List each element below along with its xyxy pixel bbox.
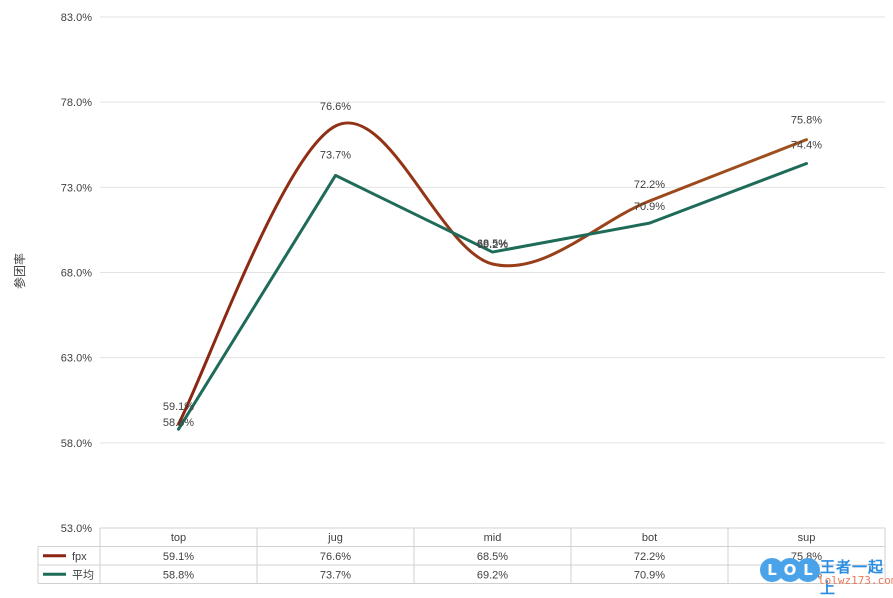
table-cell: 76.6% [320,551,351,563]
table-cell: 73.7% [320,569,351,581]
series-lines [177,121,808,431]
table-cell: 58.8% [163,569,194,581]
y-tick-label: 68.0% [61,268,92,280]
series-line [177,161,808,431]
legend-label: fpx [72,551,87,563]
watermark-text: 王者一起上 [820,558,885,597]
watermark-url: lolwz173.com [818,574,893,587]
watermark-letter: L [796,558,820,582]
data-label: 59.1% [163,401,194,413]
table-header-cell: top [171,532,186,544]
data-label: 73.7% [320,149,351,161]
table-cell: 59.1% [163,551,194,563]
gridlines [100,16,885,529]
y-tick-label: 73.0% [61,182,92,194]
table-header-cell: mid [484,532,502,544]
data-label: 58.8% [163,417,194,429]
data-label: 72.2% [634,179,665,191]
data-label: 70.9% [634,201,665,213]
table-cell: 69.2% [477,569,508,581]
y-tick-label: 63.0% [61,353,92,365]
table-cell: 68.5% [477,551,508,563]
table-cell: 70.9% [634,569,665,581]
y-tick-label: 58.0% [61,438,92,450]
y-tick-label: 78.0% [61,97,92,109]
y-tick-label: 53.0% [61,523,92,535]
series-line [177,121,808,426]
y-axis-label: 参团率 [12,253,27,289]
data-label: 69.2% [477,239,508,251]
data-label: 75.8% [791,115,822,127]
data-label: 76.6% [320,101,351,113]
data-labels: 59.1% 76.6% 69.2% 72.2% 75.8% 58.8% 73.7% 68.5%… [163,101,822,429]
table-cell: 72.2% [634,551,665,563]
data-label: 74.4% [791,139,822,151]
table-header-cell: bot [642,532,657,544]
data-label: 68.5% [477,238,508,250]
site-watermark: L O L 王者一起上 lolwz173.com [760,556,893,597]
y-tick-label: 83.0% [61,12,92,24]
table-header-cell: jug [327,532,343,544]
y-axis-ticks: 83.0% 78.0% 73.0% 68.0% 63.0% 58.0% 53.0% [61,12,92,535]
table-header-cell: sup [798,532,816,544]
legend-label: 平均 [72,568,94,581]
